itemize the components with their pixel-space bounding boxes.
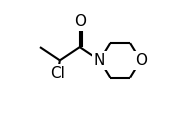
- Text: O: O: [135, 53, 147, 68]
- Text: O: O: [74, 14, 86, 29]
- Text: Cl: Cl: [50, 66, 65, 81]
- Text: N: N: [94, 53, 105, 68]
